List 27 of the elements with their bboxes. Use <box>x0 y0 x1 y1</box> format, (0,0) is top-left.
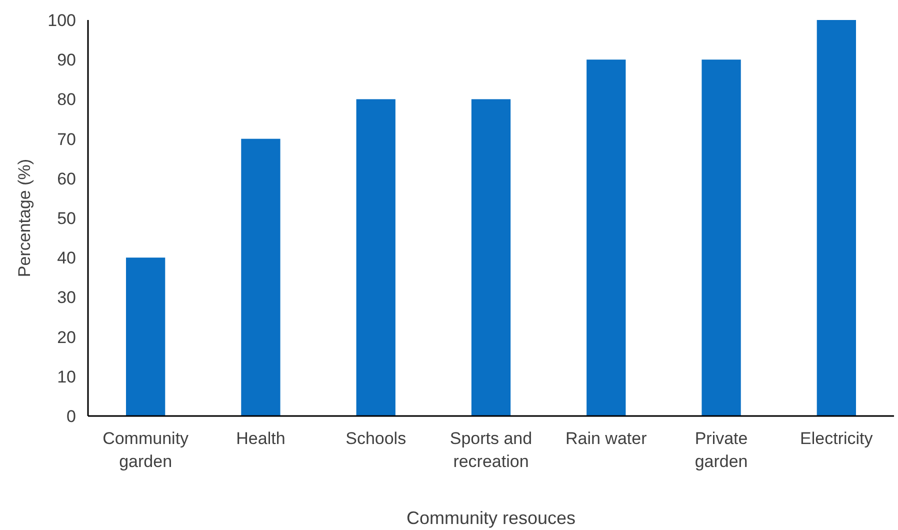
x-axis-title: Community resouces <box>406 508 576 528</box>
y-tick-label: 20 <box>57 328 76 347</box>
y-tick-label: 50 <box>57 208 76 228</box>
x-tick-label: Rain water <box>566 429 648 448</box>
y-tick-label: 100 <box>48 10 76 30</box>
y-tick-label: 60 <box>57 169 76 188</box>
bar <box>586 60 626 416</box>
bar <box>471 99 511 416</box>
y-tick-label: 40 <box>57 248 76 268</box>
y-tick-label: 80 <box>57 90 76 110</box>
y-tick-label: 10 <box>57 367 76 386</box>
x-tick-label: Community garden <box>102 429 190 471</box>
y-tick-label: 90 <box>57 50 76 70</box>
bar <box>356 99 396 416</box>
y-tick-label: 70 <box>57 130 76 149</box>
y-tick-label: 30 <box>57 288 76 308</box>
bar <box>702 60 741 416</box>
bar <box>126 258 166 416</box>
x-tick-label: Sports and recreation <box>450 429 532 471</box>
x-tick-label: Private garden <box>694 429 748 471</box>
bar <box>816 20 856 416</box>
x-tick-label: Schools <box>346 429 406 448</box>
x-tick-label: Health <box>236 429 286 448</box>
bar <box>241 138 280 416</box>
x-tick-label: Electricity <box>800 429 874 448</box>
y-tick-label: 0 <box>66 406 76 426</box>
y-axis-title: Percentage (%) <box>15 158 34 278</box>
